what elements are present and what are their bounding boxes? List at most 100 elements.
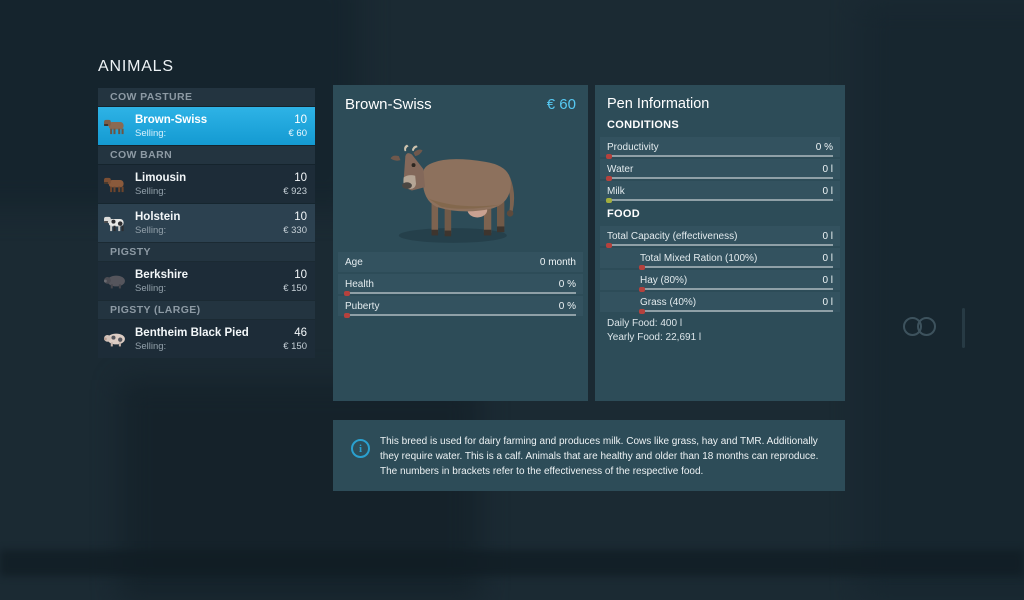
list-item-berkshire[interactable]: Berkshire Selling: 10 € 150 <box>98 262 315 300</box>
background-decoration <box>962 308 965 348</box>
progress-track <box>345 314 576 316</box>
stat-row-health: Health 0 % <box>338 274 583 296</box>
food-header: FOOD <box>607 208 640 220</box>
stat-value: 0 % <box>558 278 576 290</box>
food-row-total-capacity: Total Capacity (effectiveness) 0 l <box>600 226 840 248</box>
condition-row-milk: Milk 0 l <box>600 181 840 203</box>
animal-name: Limousin <box>135 171 187 184</box>
selling-label: Selling: <box>135 127 167 139</box>
stat-label: Water <box>607 163 634 175</box>
stat-label: Hay (80%) <box>640 274 688 286</box>
animal-name: Bentheim Black Pied <box>135 326 249 339</box>
animal-stats: Age 0 month Health 0 % Puberty 0 % <box>333 252 588 318</box>
breed-info-text: This breed is used for dairy farming and… <box>380 436 819 477</box>
selling-price: € 150 <box>283 282 307 294</box>
background-glasses-icon <box>903 317 943 337</box>
progress-track <box>607 177 833 179</box>
progress-tick <box>344 313 350 318</box>
stat-value: 0 month <box>539 256 576 268</box>
selling-price: € 923 <box>283 185 307 197</box>
animal-count: 10 <box>294 210 307 223</box>
animal-name: Berkshire <box>135 268 189 281</box>
selling-label: Selling: <box>135 224 167 236</box>
section-header-cow-pasture: COW PASTURE <box>98 88 315 106</box>
pen-title: Pen Information <box>607 96 710 112</box>
detail-price: € 60 <box>546 96 576 113</box>
condition-row-productivity: Productivity 0 % <box>600 137 840 159</box>
progress-track <box>607 155 833 157</box>
stat-value: 0 l <box>822 252 833 264</box>
stat-row-age: Age 0 month <box>338 252 583 272</box>
progress-track <box>607 199 833 201</box>
detail-title: Brown-Swiss <box>345 96 432 113</box>
progress-tick <box>344 291 350 296</box>
selling-price: € 330 <box>283 224 307 236</box>
stat-label: Total Capacity (effectiveness) <box>607 230 738 242</box>
animal-name: Brown-Swiss <box>135 113 208 126</box>
progress-tick <box>639 287 645 292</box>
background-decoration <box>860 0 1024 600</box>
list-item-bentheim-black-pied[interactable]: Bentheim Black Pied Selling: 46 € 150 <box>98 320 315 358</box>
stat-label: Productivity <box>607 141 659 153</box>
selling-label: Selling: <box>135 340 167 352</box>
animal-detail-panel: Brown-Swiss € 60 <box>333 85 588 401</box>
animal-count: 46 <box>294 326 307 339</box>
stat-label: Age <box>345 256 363 268</box>
cow-holstein-icon <box>102 212 129 234</box>
stat-value: 0 % <box>558 300 576 312</box>
progress-tick <box>606 198 612 203</box>
breed-info-panel: i This breed is used for dairy farming a… <box>333 420 845 491</box>
progress-tick <box>606 176 612 181</box>
list-item-holstein[interactable]: Holstein Selling: 10 € 330 <box>98 204 315 242</box>
list-item-limousin[interactable]: Limousin Selling: 10 € 923 <box>98 165 315 203</box>
stat-label: Health <box>345 278 374 290</box>
yearly-food-text: Yearly Food: 22,691 l <box>607 331 702 343</box>
progress-tick <box>639 265 645 270</box>
progress-track <box>640 266 833 268</box>
selling-price: € 60 <box>288 127 308 139</box>
food-row-grass: Grass (40%) 0 l <box>600 292 840 314</box>
pig-light-icon <box>102 328 129 350</box>
pig-dark-icon <box>102 270 129 292</box>
cow-brown-icon <box>102 115 129 137</box>
info-icon: i <box>351 439 370 458</box>
page-title: ANIMALS <box>98 58 174 75</box>
stat-label: Grass (40%) <box>640 296 697 308</box>
progress-track <box>640 310 833 312</box>
food-row-hay: Hay (80%) 0 l <box>600 270 840 292</box>
stat-label: Puberty <box>345 300 380 312</box>
selling-price: € 150 <box>283 340 307 352</box>
cow-limousin-icon <box>102 173 129 195</box>
stat-row-puberty: Puberty 0 % <box>338 296 583 318</box>
animal-count: 10 <box>294 171 307 184</box>
progress-track <box>640 288 833 290</box>
progress-tick <box>606 154 612 159</box>
daily-food-text: Daily Food: 400 l <box>607 318 683 329</box>
progress-tick <box>606 243 612 248</box>
section-header-cow-barn: COW BARN <box>98 146 315 164</box>
list-item-brown-swiss[interactable]: Brown-Swiss Selling: 10 € 60 <box>98 107 315 145</box>
stat-label: Total Mixed Ration (100%) <box>640 252 758 264</box>
animal-name: Holstein <box>135 210 181 223</box>
section-header-pigsty-large: PIGSTY (LARGE) <box>98 301 315 319</box>
pen-information-panel: Pen Information CONDITIONS Productivity … <box>595 85 845 401</box>
section-header-pigsty: PIGSTY <box>98 243 315 261</box>
animal-image-brown-swiss <box>371 123 551 253</box>
stat-value: 0 l <box>822 230 833 242</box>
stat-value: 0 l <box>822 185 833 197</box>
background-decoration <box>0 550 1024 576</box>
animal-count: 10 <box>294 113 307 126</box>
stat-label: Milk <box>607 185 625 197</box>
stat-value: 0 l <box>822 296 833 308</box>
animal-count: 10 <box>294 268 307 281</box>
progress-track <box>607 244 833 246</box>
condition-row-water: Water 0 l <box>600 159 840 181</box>
stat-value: 0 l <box>822 274 833 286</box>
selling-label: Selling: <box>135 185 167 197</box>
stat-value: 0 l <box>822 163 833 175</box>
progress-track <box>345 292 576 294</box>
food-row-total-mixed-ration: Total Mixed Ration (100%) 0 l <box>600 248 840 270</box>
progress-tick <box>639 309 645 314</box>
selling-label: Selling: <box>135 282 167 294</box>
conditions-header: CONDITIONS <box>607 119 680 131</box>
